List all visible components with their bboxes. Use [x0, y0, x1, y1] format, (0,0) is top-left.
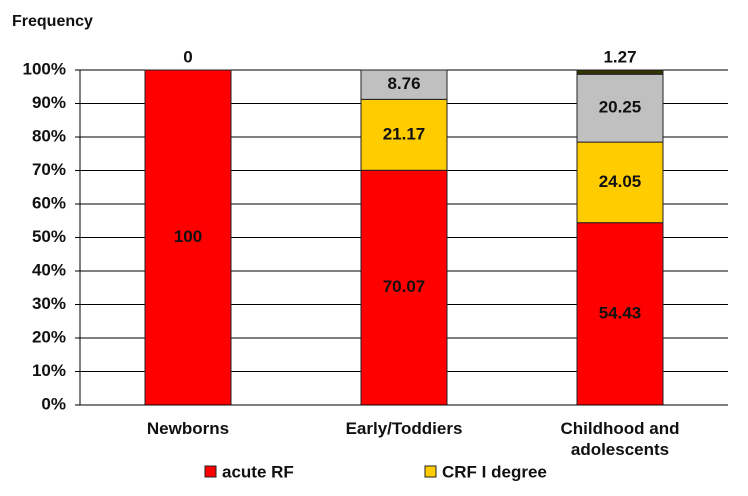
data-label: 0	[183, 47, 192, 66]
y-axis-title: Frequency	[12, 13, 93, 30]
y-tick-label: 40%	[32, 260, 66, 279]
data-label: 21.17	[383, 124, 426, 143]
bar-segment	[576, 69, 664, 75]
data-label: 20.25	[599, 98, 642, 117]
legend-swatch	[204, 465, 217, 478]
y-tick-label: 50%	[32, 227, 66, 246]
y-tick-label: 100%	[23, 59, 66, 78]
legend-label: CRF I degree	[442, 462, 547, 481]
y-tick-label: 90%	[32, 93, 66, 112]
data-label: 54.43	[599, 303, 642, 322]
bar-segment	[576, 73, 664, 143]
bar-segment	[360, 169, 448, 406]
data-label: 70.07	[383, 277, 426, 296]
y-tick-label: 60%	[32, 193, 66, 212]
bar-segment	[144, 69, 232, 406]
legend-label: acute RF	[222, 462, 294, 481]
x-tick-label: Early/Toddiers	[345, 419, 463, 438]
y-tick-label: 20%	[32, 327, 66, 346]
data-label: 1.27	[603, 47, 636, 66]
y-tick-label: 30%	[32, 294, 66, 313]
y-tick-label: 10%	[32, 361, 66, 380]
y-tick-label: 0%	[41, 394, 66, 413]
data-label: 8.76	[387, 74, 420, 93]
bar-segment	[360, 69, 448, 100]
x-tick-label: Childhood and adolescents	[560, 419, 680, 459]
data-label: 100	[174, 227, 202, 246]
legend-swatch	[424, 465, 437, 478]
y-tick-label: 70%	[32, 160, 66, 179]
data-label: 24.05	[599, 172, 642, 191]
bar-segment	[360, 98, 448, 171]
bar-segment	[576, 141, 664, 224]
y-tick-label: 80%	[32, 126, 66, 145]
x-tick-label: Newborns	[146, 419, 230, 438]
